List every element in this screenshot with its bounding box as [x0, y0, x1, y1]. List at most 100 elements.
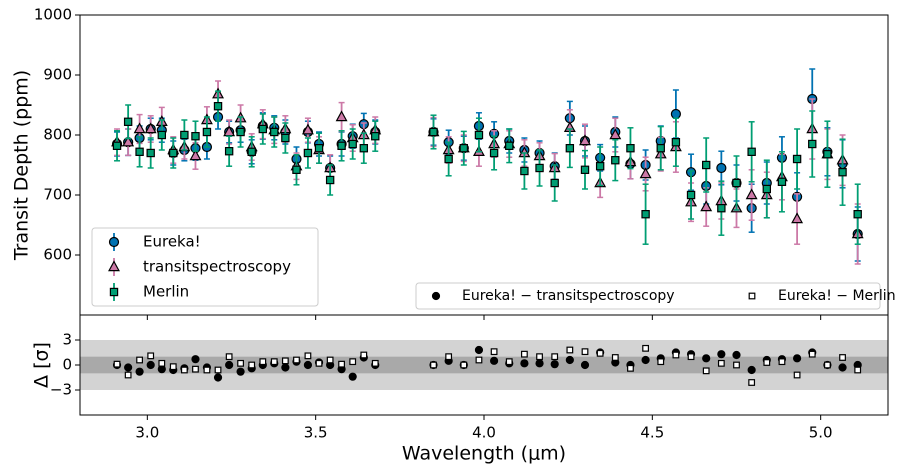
data-point [292, 165, 301, 174]
residual-point [248, 361, 256, 369]
data-point [189, 149, 202, 161]
residual-point [281, 357, 289, 365]
residual-point [430, 361, 437, 369]
data-point [609, 128, 622, 140]
residual-point [169, 363, 177, 371]
data-point [133, 122, 146, 134]
residual-point [520, 350, 528, 358]
legend-label: Eureka! − transitspectroscopy [462, 288, 675, 304]
y-tick-label: 3 [62, 331, 72, 349]
data-point [823, 150, 832, 159]
residual-point [460, 361, 468, 369]
x-tick-label: 4.0 [472, 424, 496, 442]
x-tick-label: 4.5 [640, 424, 664, 442]
residual-point [259, 358, 267, 366]
residual-point [823, 361, 831, 369]
residual-point [124, 371, 132, 379]
residual-point [474, 345, 484, 355]
x-axis-label: Wavelength (μm) [402, 443, 566, 465]
data-point [247, 147, 256, 156]
data-point [224, 147, 234, 156]
residual-point [490, 356, 499, 365]
legend-marker [108, 236, 120, 248]
data-point [325, 175, 335, 185]
x-tick-label: 3.5 [304, 424, 328, 442]
residual-point [763, 359, 771, 366]
data-point [777, 177, 787, 186]
residual-point [146, 360, 155, 370]
y-axis-label: Transit Depth (ppm) [11, 70, 33, 261]
residual-point [348, 372, 357, 381]
data-point [157, 130, 167, 140]
residual-point [490, 348, 498, 356]
data-point [732, 178, 741, 188]
data-point [202, 127, 212, 137]
data-point [258, 124, 268, 134]
data-point [670, 108, 682, 120]
data-point [180, 130, 189, 140]
data-point [641, 210, 650, 219]
y-axis-label: Δ [σ] [31, 342, 53, 388]
data-point [792, 154, 802, 164]
residual-point [136, 356, 143, 364]
data-point [314, 144, 324, 153]
data-point [535, 163, 544, 173]
legend-box [91, 227, 319, 307]
residual-point [733, 361, 740, 369]
residual-point [303, 360, 313, 370]
residual-point [270, 358, 278, 366]
data-point [146, 148, 155, 158]
residual-point [505, 358, 513, 366]
data-point [565, 144, 575, 153]
residual-point [717, 350, 726, 359]
residual-point [293, 356, 300, 364]
residual-point [596, 349, 604, 357]
residual-point [702, 367, 710, 375]
x-tick-label: 5.0 [809, 424, 833, 442]
data-point [169, 148, 178, 158]
residual-point [225, 360, 234, 370]
residual-point [839, 354, 846, 361]
data-point [716, 162, 727, 174]
data-point [853, 210, 862, 219]
legend-marker [431, 291, 441, 301]
residual-point [147, 352, 155, 360]
data-point [747, 147, 756, 156]
residual-point [225, 353, 233, 361]
residual-point [792, 354, 802, 363]
legend-marker [109, 287, 119, 297]
y-tick-label: 600 [43, 246, 72, 264]
residual-point [124, 363, 133, 372]
residual-point [854, 366, 862, 374]
data-point [213, 101, 223, 111]
y-tick-label: 800 [43, 126, 72, 144]
residual-point [627, 364, 634, 372]
data-point [371, 132, 380, 141]
legend-box [415, 282, 881, 310]
data-point [579, 134, 591, 146]
legend-marker [108, 260, 120, 272]
residual-point [520, 359, 529, 368]
data-point [639, 167, 652, 179]
data-point [144, 122, 157, 134]
residual-point [158, 359, 166, 367]
data-point [686, 190, 696, 200]
data-point [808, 139, 817, 149]
residual-point [550, 360, 559, 369]
data-point [717, 204, 726, 213]
residual-point [445, 353, 453, 361]
residual-point [566, 346, 574, 354]
residual-point [304, 352, 312, 360]
residual-point [793, 371, 801, 379]
residual-point [326, 356, 334, 364]
residual-point [565, 355, 574, 365]
residual-point [315, 359, 323, 367]
data-point [429, 127, 438, 137]
residual-point [213, 373, 223, 382]
data-point [270, 127, 279, 137]
data-point [745, 188, 758, 200]
data-point [626, 144, 635, 153]
legend-label: Eureka! [143, 233, 201, 251]
legend-label: Merlin [143, 283, 189, 301]
